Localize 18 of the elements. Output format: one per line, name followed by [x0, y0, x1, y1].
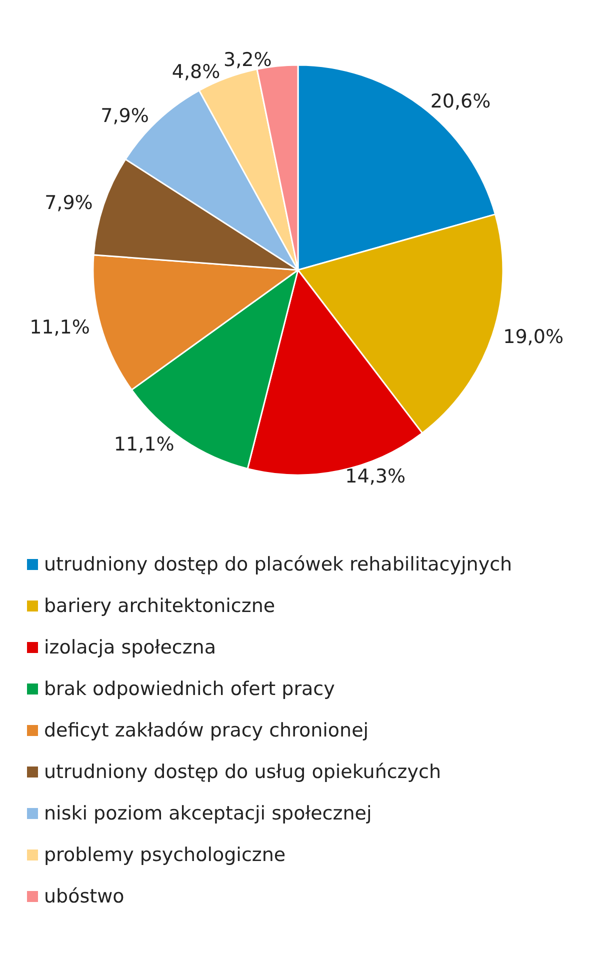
data-label: 4,8% [172, 60, 220, 83]
data-label: 19,0% [503, 326, 564, 348]
data-label: 11,1% [30, 316, 90, 338]
legend-label: bariery architektoniczne [44, 595, 276, 617]
legend-label: deficyt zakładów pracy chronionej [44, 720, 369, 742]
legend-label: utrudniony dostęp do placówek rehabilitacyjnych [44, 554, 512, 576]
data-label: 7,9% [44, 192, 93, 214]
legend-label: utrudniony dostęp do usług opiekuńczych [44, 761, 442, 783]
data-label: 3,2% [224, 49, 272, 72]
legend-label: izolacja społeczna [44, 636, 216, 658]
data-label: 11,1% [114, 433, 174, 456]
legend-label: niski poziom akceptacji społecznej [44, 802, 372, 824]
data-label: 7,9% [100, 104, 149, 127]
legend-label: brak odpowiednich ofert pracy [44, 678, 335, 700]
data-label: 14,3% [345, 466, 406, 488]
data-label: 20,6% [430, 90, 491, 113]
legend-label: problemy psychologiczne [44, 844, 286, 866]
legend-label: ubóstwo [44, 886, 124, 908]
